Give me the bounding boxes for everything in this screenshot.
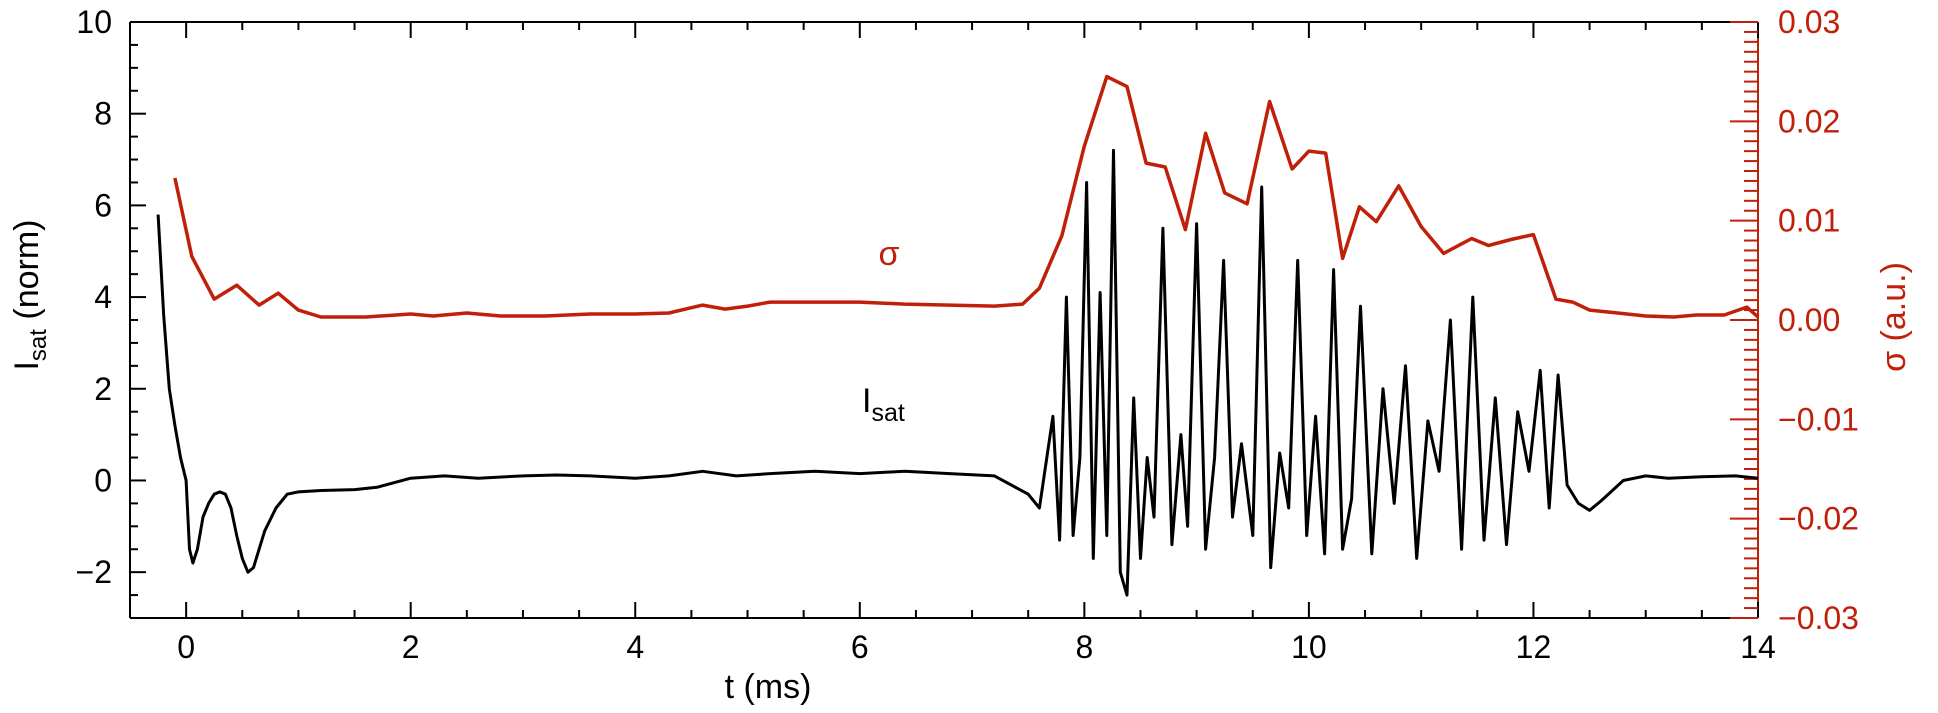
isat-annotation-main: I — [862, 382, 871, 420]
y-tick-label: 2 — [94, 371, 112, 407]
y2-axis-ticks: −0.03 −0.02 −0.01 0.00 0.01 0.02 0.03 — [1730, 4, 1859, 636]
y-tick-label: −2 — [76, 554, 112, 590]
y2-tick-label: −0.03 — [1778, 600, 1859, 636]
x-tick-label: 0 — [177, 629, 195, 665]
y-tick-label: 10 — [76, 4, 112, 40]
x-tick-label: 12 — [1516, 629, 1552, 665]
y2-axis-title: σ (a.u.) — [1875, 262, 1913, 372]
series-layer — [156, 74, 1760, 597]
isat-series-line — [156, 148, 1759, 597]
y2-tick-label: 0.01 — [1778, 203, 1840, 239]
y-axis-title-tail: (norm) — [8, 219, 46, 329]
y2-tick-label: −0.02 — [1778, 501, 1859, 537]
x-axis-title: t (ms) — [725, 668, 812, 706]
x-tick-label: 4 — [626, 629, 644, 665]
y2-tick-label: 0.00 — [1778, 302, 1840, 338]
x-tick-label: 8 — [1075, 629, 1093, 665]
sigma-annotation: σ — [879, 235, 900, 273]
x-tick-label: 14 — [1740, 629, 1776, 665]
y2-tick-label: −0.01 — [1778, 401, 1859, 437]
y-tick-label: 4 — [94, 279, 112, 315]
x-axis-ticks: 0 2 4 6 8 10 12 14 — [129, 22, 1776, 665]
x-tick-label: 2 — [402, 629, 420, 665]
isat-annotation: Isat — [862, 382, 905, 427]
y2-tick-label: 0.03 — [1778, 4, 1840, 40]
x-tick-label: 10 — [1291, 629, 1327, 665]
y2-tick-label: 0.02 — [1778, 103, 1840, 139]
y-axis-title-main: I — [8, 361, 46, 370]
isat-annotation-sub: sat — [871, 399, 904, 427]
sigma-series-line — [173, 74, 1760, 319]
y-tick-label: 8 — [94, 96, 112, 132]
y-axis-title-sub: sat — [25, 329, 52, 361]
y-axis-ticks: −2 0 2 4 6 8 10 — [76, 4, 146, 619]
x-tick-label: 6 — [851, 629, 869, 665]
y-tick-label: 0 — [94, 462, 112, 498]
y-tick-label: 6 — [94, 187, 112, 223]
y-axis-title: Isat (norm) — [8, 219, 52, 370]
plot-frame — [129, 21, 1759, 619]
